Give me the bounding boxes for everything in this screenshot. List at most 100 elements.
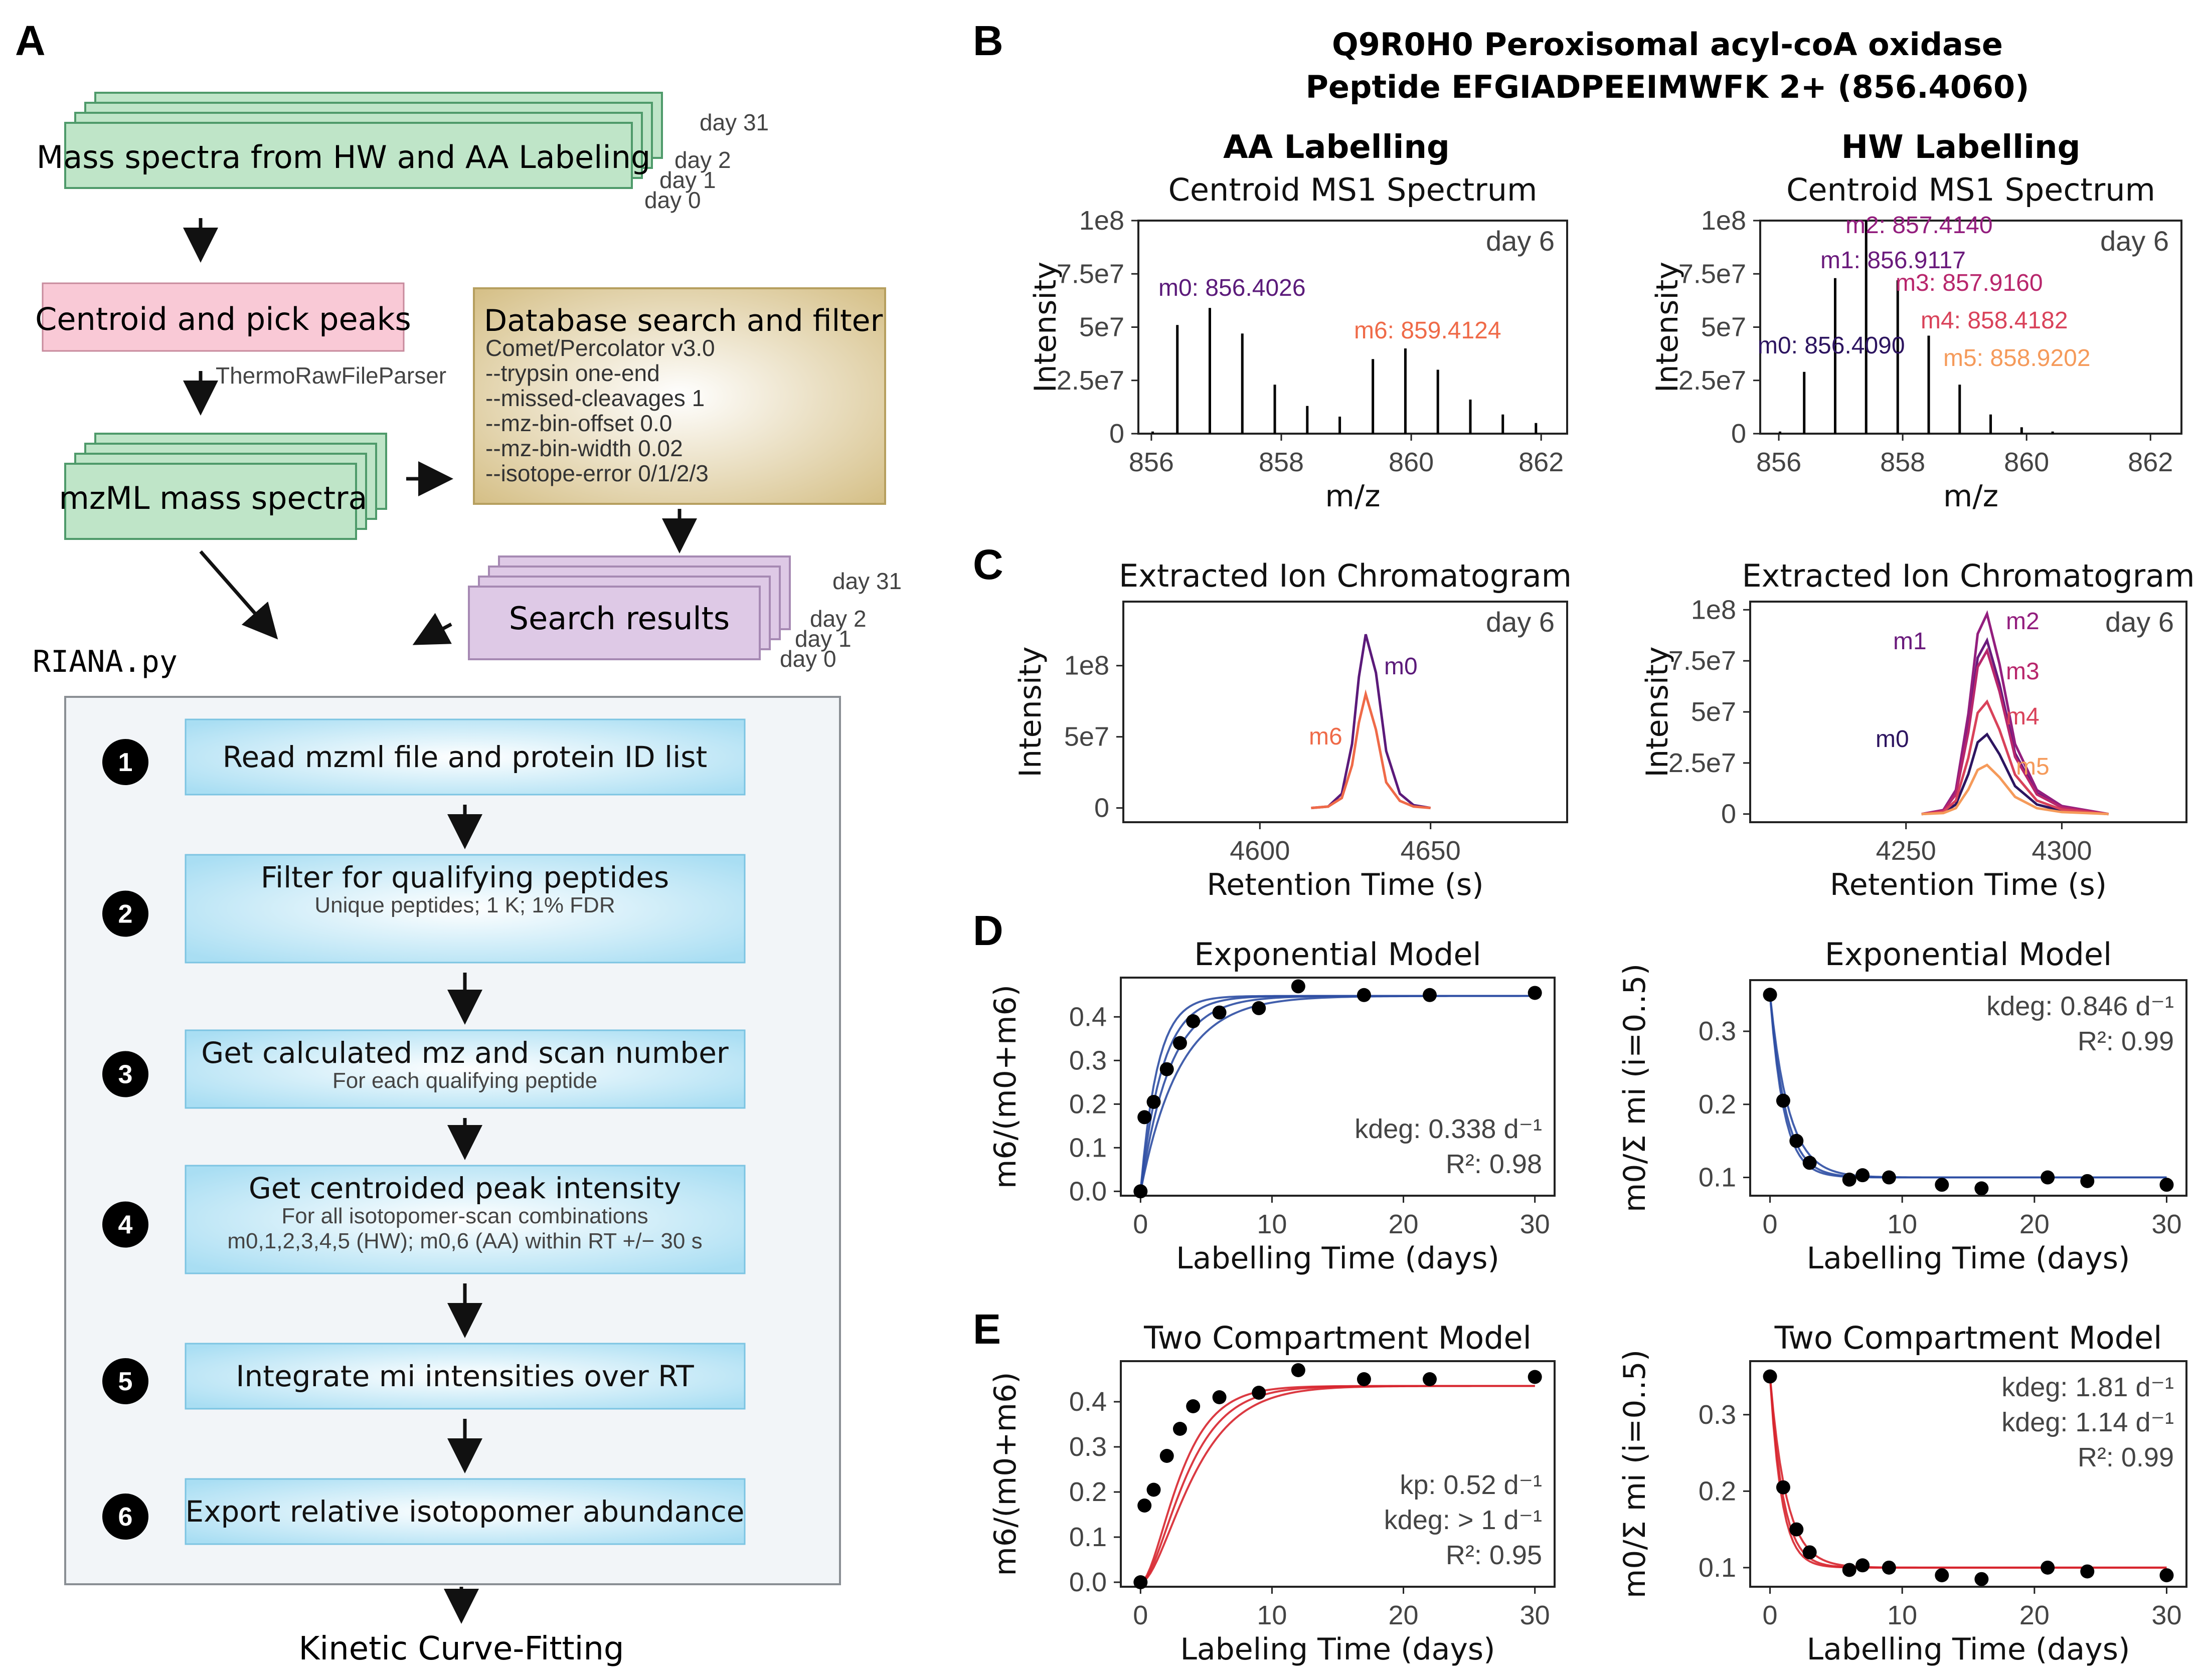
- peak-annotation: m0: 856.4090: [1758, 332, 1905, 359]
- data-point: [2041, 1170, 2055, 1185]
- data-point: [1882, 1170, 1896, 1185]
- chromatogram-m2: [1921, 610, 2109, 816]
- col-title-aa: AA Labelling: [1223, 129, 1450, 166]
- step-number-badge: [102, 1051, 148, 1097]
- x-tick-label: 30: [1520, 1209, 1550, 1239]
- riana-label: RIANA.py: [33, 644, 178, 679]
- x-tick-label: 858: [1880, 447, 1925, 477]
- y-axis-label: Intensity: [1650, 262, 1685, 393]
- step-box: [185, 718, 746, 796]
- protein-title: Q9R0H0 Peroxisomal acyl-coA oxidase: [1332, 26, 2003, 63]
- chart-B-right: Centroid MS1 Spectrum day 6 856 858 860 862 0 2…: [1650, 171, 2182, 514]
- y-tick-label: 0: [1109, 419, 1124, 449]
- step-box: [185, 1478, 746, 1545]
- mzml-stack: mzML mass spectra: [59, 433, 387, 540]
- fit-stat: R²: 0.99: [2078, 1442, 2174, 1472]
- data-point: [1252, 1001, 1266, 1015]
- search-results-label: Search results: [509, 600, 730, 637]
- y-tick-label: 0.2: [1069, 1477, 1107, 1507]
- data-point: [1528, 1370, 1542, 1384]
- step-title: Get centroided peak intensity: [249, 1171, 681, 1205]
- x-tick-label: 860: [2004, 447, 2049, 477]
- data-point: [1882, 1560, 1896, 1575]
- y-tick-label: 0.4: [1069, 1002, 1107, 1032]
- data-point: [1159, 1449, 1174, 1463]
- y-tick-label: 0.1: [1069, 1522, 1107, 1552]
- data-point: [2080, 1174, 2095, 1188]
- parser-label: ThermoRawFileParser: [216, 362, 446, 389]
- chart-title: Centroid MS1 Spectrum: [1168, 171, 1538, 208]
- db-param-line: --missed-cleavages 1: [485, 385, 705, 411]
- step-box: [185, 1029, 746, 1109]
- data-point: [2159, 1178, 2174, 1192]
- y-tick-label: 0.3: [1069, 1045, 1107, 1075]
- series-label: m2: [2006, 608, 2040, 635]
- data-point: [1357, 988, 1371, 1002]
- data-point: [1528, 986, 1542, 1000]
- chromatogram-m4: [1921, 699, 2109, 816]
- db-param-line: --mz-bin-offset 0.0: [485, 410, 672, 436]
- data-point: [1763, 988, 1777, 1002]
- col-title-hw: HW Labelling: [1841, 129, 2081, 166]
- data-point: [1137, 1499, 1152, 1513]
- y-tick-label: 5e7: [1691, 697, 1736, 727]
- fit-curve: [1139, 995, 1535, 1192]
- step-subtitle: For all isotopomer-scan combinations: [281, 1204, 648, 1228]
- step-title: Read mzml file and protein ID list: [223, 740, 708, 774]
- x-tick-label: 860: [1389, 447, 1434, 477]
- riana-box: [64, 696, 841, 1585]
- data-point: [1291, 1363, 1305, 1377]
- y-tick-label: 0.0: [1069, 1176, 1107, 1206]
- y-axis-label: Intensity: [1013, 646, 1048, 777]
- panel-label-b: B: [973, 17, 1003, 64]
- step-number: 3: [118, 1060, 133, 1089]
- chromatogram-m5: [1921, 763, 2109, 816]
- data-point: [1212, 1005, 1227, 1020]
- chart-D-right: Exponential Model 0 10 20 30 0.1 0.2 0.3 Labelli…: [1617, 936, 2187, 1276]
- peak-annotation: m1: 856.9117: [1820, 247, 1966, 274]
- y-tick-label: 2.5e7: [1678, 365, 1746, 396]
- data-point: [1133, 1575, 1148, 1589]
- data-point: [1855, 1558, 1870, 1573]
- centroid-box-label: Centroid and pick peaks: [35, 301, 411, 337]
- series-label: m5: [2016, 754, 2050, 780]
- panel-a-flowchart: A Mass spectra from HW and AA Labeling d…: [15, 17, 902, 1667]
- series-label: m1: [1893, 628, 1927, 655]
- step-number: 2: [118, 900, 133, 929]
- day-label: day 31: [700, 109, 769, 135]
- panel-label-a: A: [15, 17, 46, 64]
- y-axis-label: m0/Σ mi (i=0..5): [1617, 964, 1652, 1212]
- y-axis-label: Intensity: [1028, 262, 1063, 393]
- x-tick-label: 30: [2151, 1209, 2181, 1239]
- day-labels-spectra: day 31 day 2 day 1 day 0: [644, 109, 769, 213]
- data-point: [1789, 1134, 1804, 1148]
- db-param-line: --isotope-error 0/1/2/3: [485, 460, 709, 486]
- day-label: day 2: [674, 147, 731, 173]
- day-label: day 0: [780, 646, 836, 672]
- chromatogram-m6: [1311, 689, 1431, 810]
- day-note: day 6: [2105, 606, 2174, 638]
- charts-layer: Centroid MS1 Spectrum day 6 856 858 860 862 0 2…: [988, 171, 2195, 1667]
- y-tick-label: 2.5e7: [1668, 748, 1736, 778]
- step-number-badge: [102, 1358, 148, 1404]
- data-point: [1789, 1522, 1804, 1537]
- day-label: day 2: [810, 606, 867, 632]
- data-point: [1935, 1178, 1949, 1192]
- x-tick-label: 4650: [1401, 836, 1461, 866]
- fit-stat: kdeg: 0.338 d⁻¹: [1355, 1114, 1542, 1144]
- step-5: 5 Integrate mi intensities over RT: [102, 1343, 746, 1473]
- panel-label-e: E: [973, 1305, 1001, 1353]
- y-tick-label: 1e8: [1079, 206, 1124, 236]
- series-label: m6: [1309, 723, 1342, 750]
- peak-annotation: m6: 859.4124: [1354, 317, 1501, 344]
- x-axis-label: Labelling Time (days): [1176, 1241, 1499, 1276]
- y-tick-label: 0.3: [1699, 1016, 1736, 1046]
- x-tick-label: 862: [1518, 447, 1564, 477]
- spectra-box-label: Mass spectra from HW and AA Labeling: [37, 139, 651, 175]
- x-tick-label: 4250: [1876, 836, 1936, 866]
- x-axis-label: m/z: [1325, 479, 1380, 514]
- data-point: [1763, 1369, 1777, 1384]
- y-tick-label: 1e8: [1064, 651, 1109, 681]
- chart-title: Two Compartment Model: [1143, 1320, 1532, 1356]
